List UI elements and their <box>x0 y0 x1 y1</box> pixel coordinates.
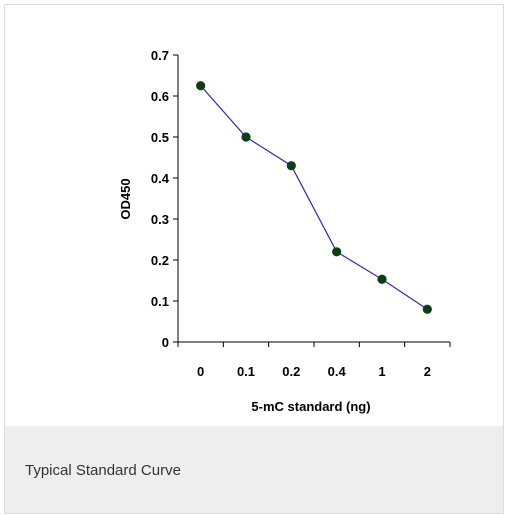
x-tick-label: 0.4 <box>328 364 347 379</box>
y-tick-label: 0.6 <box>151 89 169 104</box>
y-axis-label: OD450 <box>118 178 133 219</box>
x-tick-label: 2 <box>424 364 431 379</box>
caption-bar: Typical Standard Curve <box>5 426 503 513</box>
chart-figure: 0 0.1 0.2 0.3 0.4 0.5 0.6 0.7 0 0.1 0.2 0.4 1 2 OD450… <box>5 5 503 426</box>
standard-curve-chart: 0 0.1 0.2 0.3 0.4 0.5 0.6 0.7 0 0.1 0.2 0.4 1 2 OD450… <box>118 48 451 414</box>
y-tick-label: 0.5 <box>151 130 169 145</box>
x-tick-label: 0 <box>197 364 204 379</box>
data-point <box>196 81 206 91</box>
data-point <box>422 304 432 314</box>
figure-card: 0 0.1 0.2 0.3 0.4 0.5 0.6 0.7 0 0.1 0.2 0.4 1 2 OD450… <box>4 4 504 514</box>
y-tick-label: 0.1 <box>151 294 169 309</box>
y-tick-label: 0.4 <box>151 171 170 186</box>
x-tick-label: 0.2 <box>282 364 300 379</box>
data-point <box>332 247 342 257</box>
y-tick-label: 0.2 <box>151 253 169 268</box>
data-point <box>241 132 251 142</box>
x-tick-label: 1 <box>378 364 385 379</box>
y-tick-label: 0.3 <box>151 212 169 227</box>
y-tick-label: 0 <box>162 335 169 350</box>
x-tick-label: 0.1 <box>237 364 255 379</box>
data-point <box>286 161 296 171</box>
caption-text: Typical Standard Curve <box>25 462 181 479</box>
series-line <box>200 85 428 310</box>
x-axis-label: 5-mC standard (ng) <box>251 399 370 414</box>
y-tick-label: 0.7 <box>151 48 169 63</box>
data-point <box>377 274 387 284</box>
